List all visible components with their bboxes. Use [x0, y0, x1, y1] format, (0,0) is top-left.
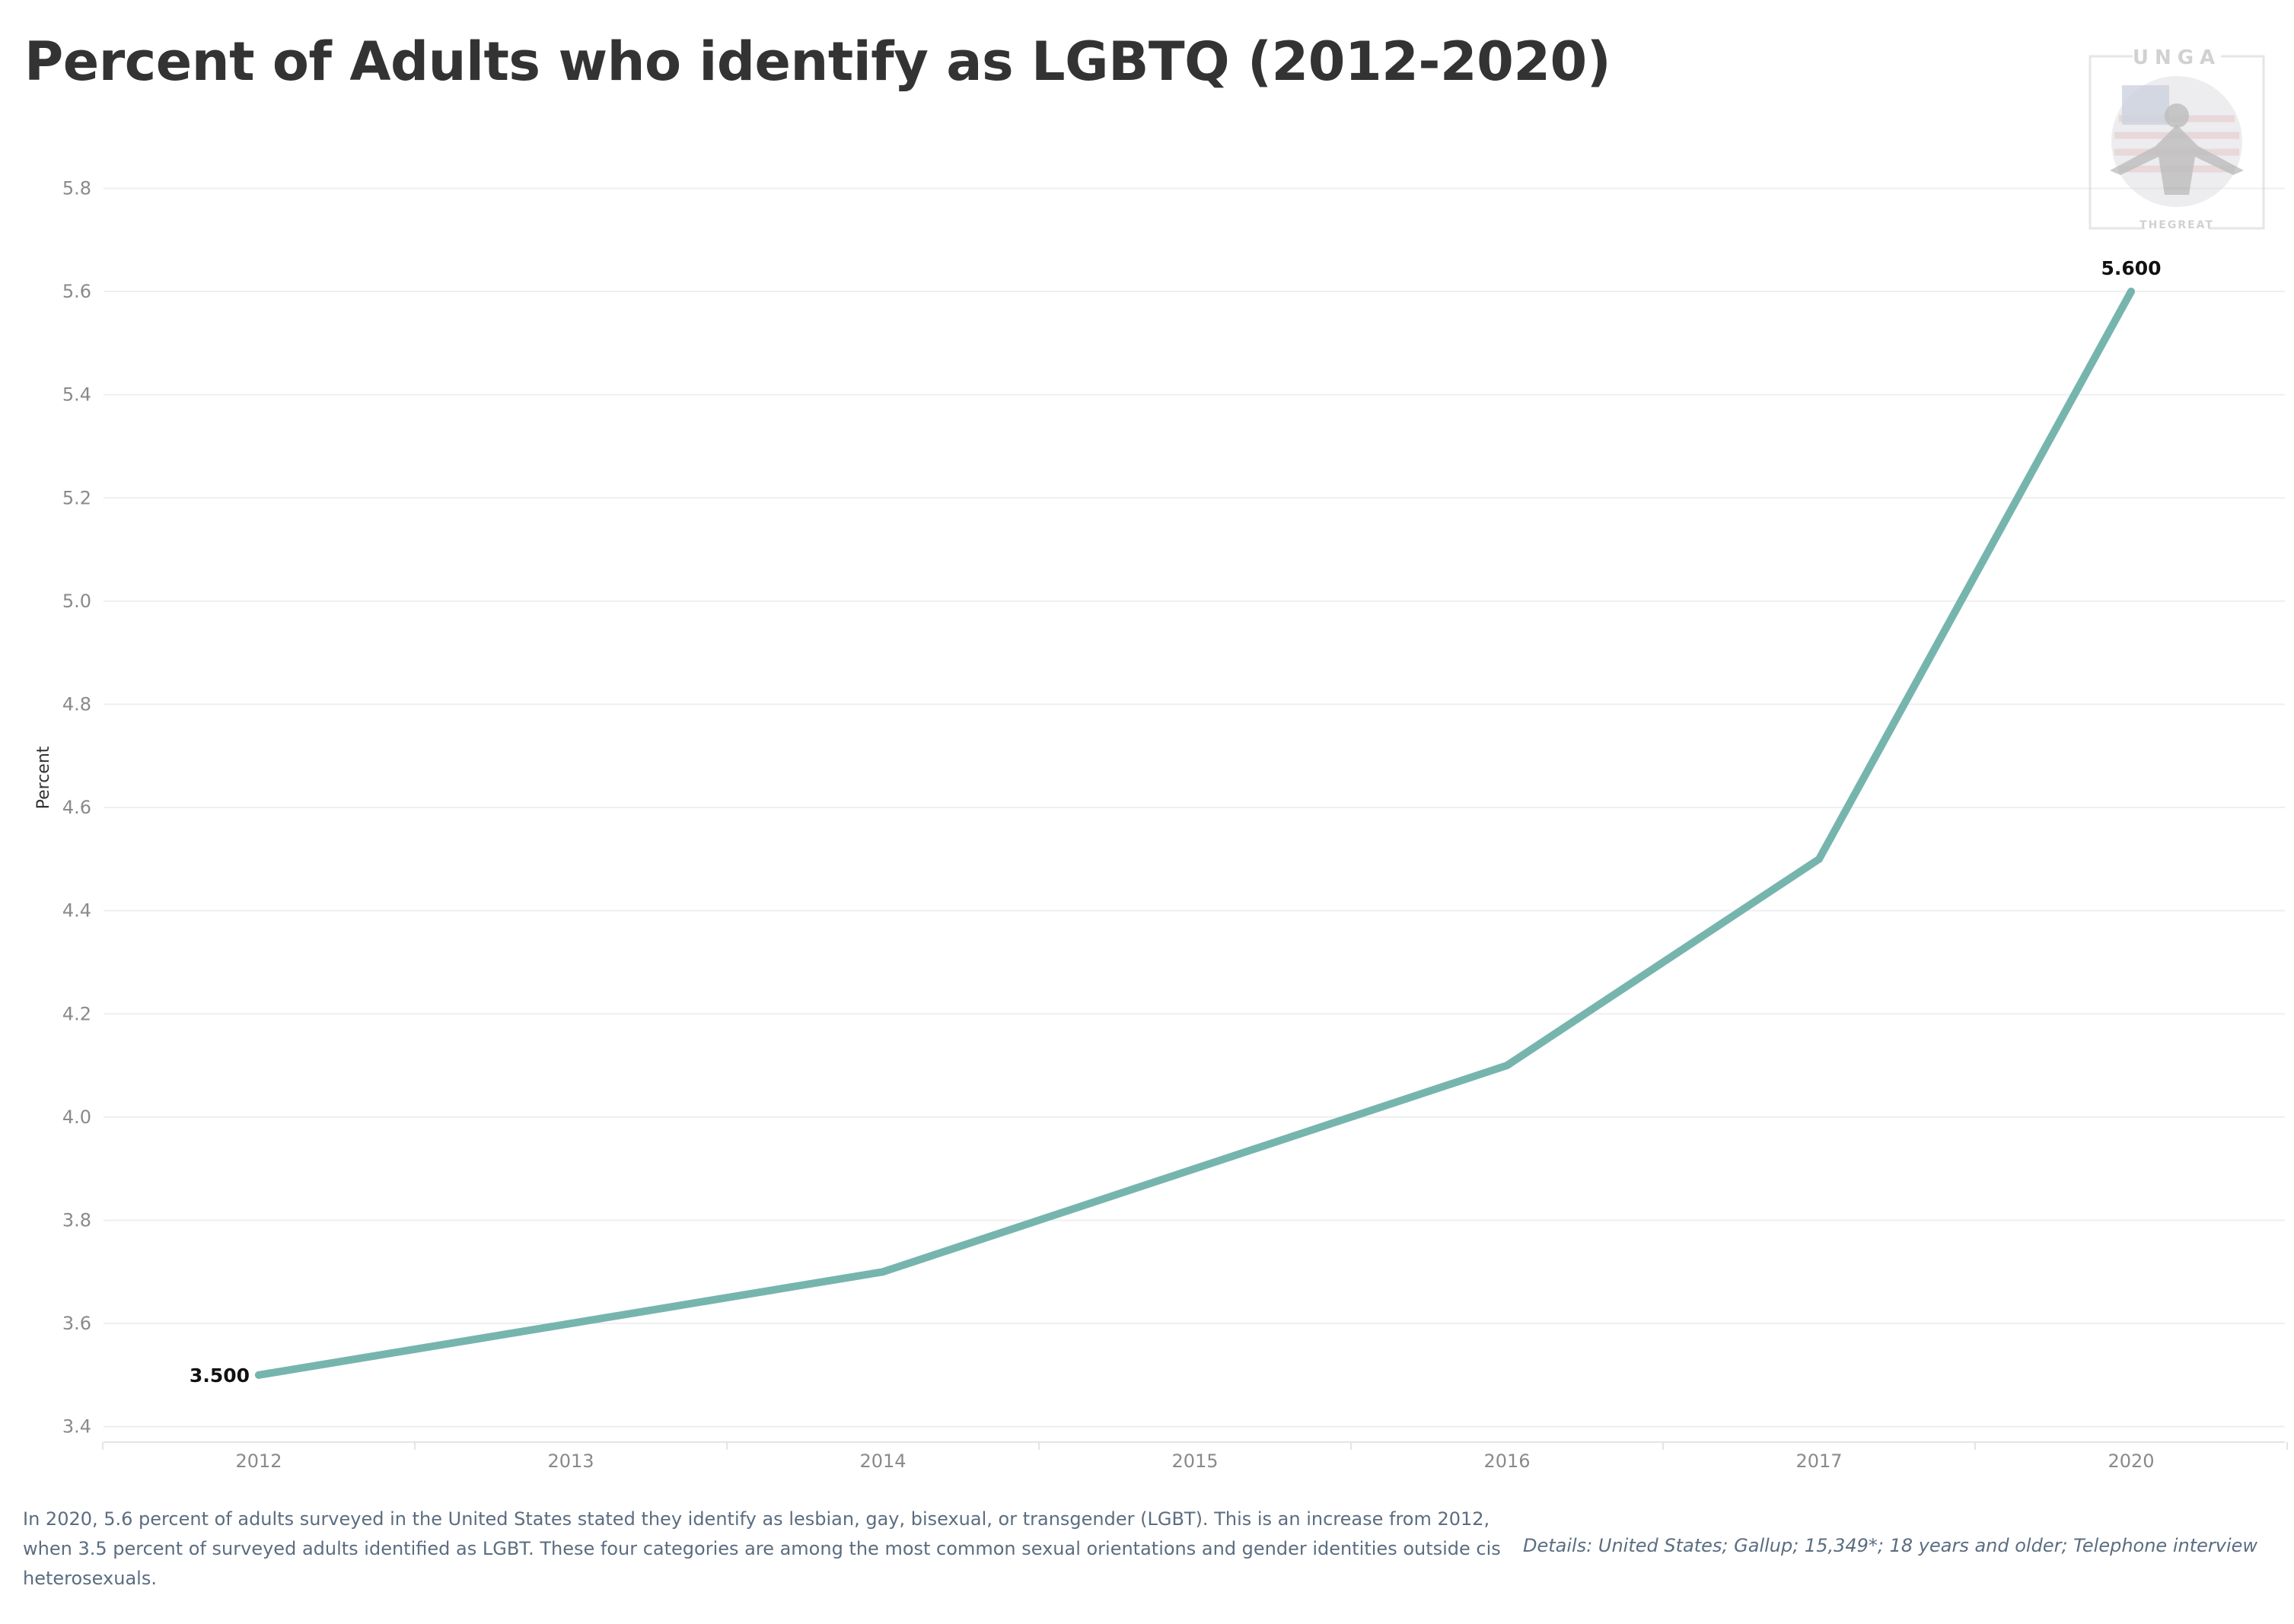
data-label: 3.500	[190, 1364, 250, 1387]
y-tick-label: 5.8	[62, 177, 91, 199]
chart-title: Percent of Adults who identify as LGBTQ …	[24, 30, 1611, 93]
watermark-bottom-text: THEGREAT	[2139, 219, 2214, 231]
source-details: Details: United States; Gallup; 15,349*;…	[1522, 1535, 2257, 1556]
x-tick-label: 2020	[2108, 1450, 2154, 1472]
series-line	[255, 288, 2135, 1379]
x-tick-label: 2014	[859, 1450, 906, 1472]
y-tick-label: 3.8	[62, 1209, 91, 1231]
x-tick-label: 2016	[1483, 1450, 1530, 1472]
y-axis: 3.4 3.6 3.8 4.0 4.2 4.4 4.6 4.8 5.0 5.2 5.4 5.6 5.8	[62, 177, 91, 1437]
gridlines	[104, 187, 2285, 1428]
x-tick-label: 2015	[1171, 1450, 1218, 1472]
y-tick-label: 5.6	[62, 281, 91, 302]
y-tick-label: 4.6	[62, 797, 91, 818]
y-axis-title: Percent	[34, 746, 53, 809]
watermark-top-text: UNGA	[2133, 46, 2221, 69]
x-tick-label: 2017	[1795, 1450, 1842, 1472]
y-tick-label: 5.0	[62, 591, 91, 612]
data-point	[879, 1268, 887, 1276]
y-tick-label: 5.2	[62, 487, 91, 508]
x-tick-label: 2013	[547, 1450, 594, 1472]
watermark-logo: UNGA THEGREAT	[2088, 46, 2265, 231]
y-tick-label: 4.4	[62, 900, 91, 922]
x-axis: 2012 2013 2014 2015 2016 2017 2020	[102, 1441, 2288, 1472]
data-point	[567, 1320, 575, 1328]
data-point	[1191, 1164, 1199, 1173]
data-labels: 3.500 5.600	[190, 257, 2162, 1387]
x-tick-label: 2012	[235, 1450, 282, 1472]
y-tick-label: 4.0	[62, 1107, 91, 1128]
y-tick-label: 5.4	[62, 384, 91, 406]
y-tick-label: 4.8	[62, 693, 91, 715]
series-layer	[255, 288, 2135, 1379]
data-point	[1815, 855, 1823, 863]
footnote-text: In 2020, 5.6 percent of adults surveyed …	[23, 1508, 1501, 1589]
data-point	[1503, 1062, 1511, 1070]
y-tick-label: 4.2	[62, 1003, 91, 1024]
y-tick-label: 3.6	[62, 1313, 91, 1334]
data-point	[2127, 288, 2135, 296]
data-label: 5.600	[2101, 257, 2161, 279]
y-tick-label: 3.4	[62, 1416, 91, 1438]
data-point	[255, 1371, 263, 1379]
